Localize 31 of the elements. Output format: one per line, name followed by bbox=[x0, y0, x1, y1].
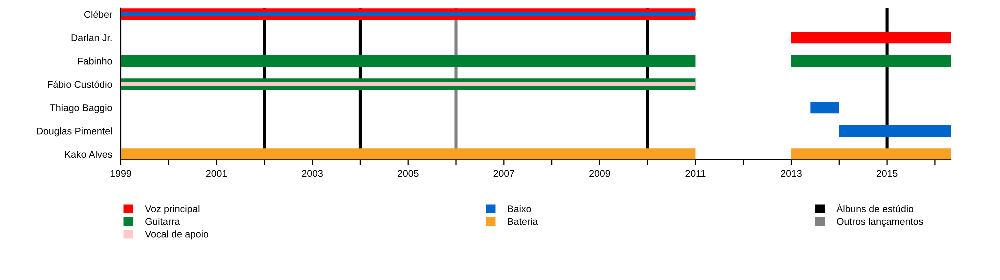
x-tick-label: 2007 bbox=[494, 170, 514, 178]
bar bbox=[121, 82, 696, 86]
bar bbox=[810, 102, 840, 114]
y-tick-label: Cléber bbox=[84, 10, 113, 18]
y-tick-label: Douglas Pimentel bbox=[37, 128, 112, 137]
y-tick-label: Darlan Jr. bbox=[72, 34, 112, 42]
legend-label: Guitarra bbox=[146, 218, 180, 226]
y-tick-label: Kako Alves bbox=[65, 150, 112, 158]
bar bbox=[792, 55, 951, 67]
x-tick-label: 2015 bbox=[876, 170, 898, 178]
x-tick-label: 2003 bbox=[302, 170, 323, 178]
bar bbox=[792, 32, 951, 44]
legend-label: Voz principal bbox=[145, 205, 200, 214]
legend-label: Álbuns de estúdio bbox=[836, 204, 914, 213]
y-tick-label: Thiago Baggio bbox=[50, 104, 112, 114]
bar bbox=[121, 148, 696, 160]
x-tick-label: 2013 bbox=[781, 170, 802, 178]
bar bbox=[121, 55, 696, 67]
bar bbox=[839, 125, 951, 137]
legend-label: Bateria bbox=[508, 218, 538, 226]
x-tick-label: 2009 bbox=[590, 170, 610, 178]
x-tick-label: 2005 bbox=[398, 170, 419, 178]
legend-label: Vocal de apoio bbox=[145, 230, 209, 240]
bar bbox=[792, 148, 951, 160]
y-tick-label: Fabinho bbox=[78, 58, 112, 65]
y-tick-label: Fábio Custódio bbox=[48, 80, 112, 88]
x-tick-label: 2001 bbox=[206, 170, 228, 178]
x-tick-label: 2011 bbox=[686, 170, 706, 178]
legend-label: Outros lançamentos bbox=[837, 218, 924, 228]
legend-label: Baixo bbox=[508, 205, 532, 213]
x-tick-label: 1999 bbox=[110, 170, 132, 178]
